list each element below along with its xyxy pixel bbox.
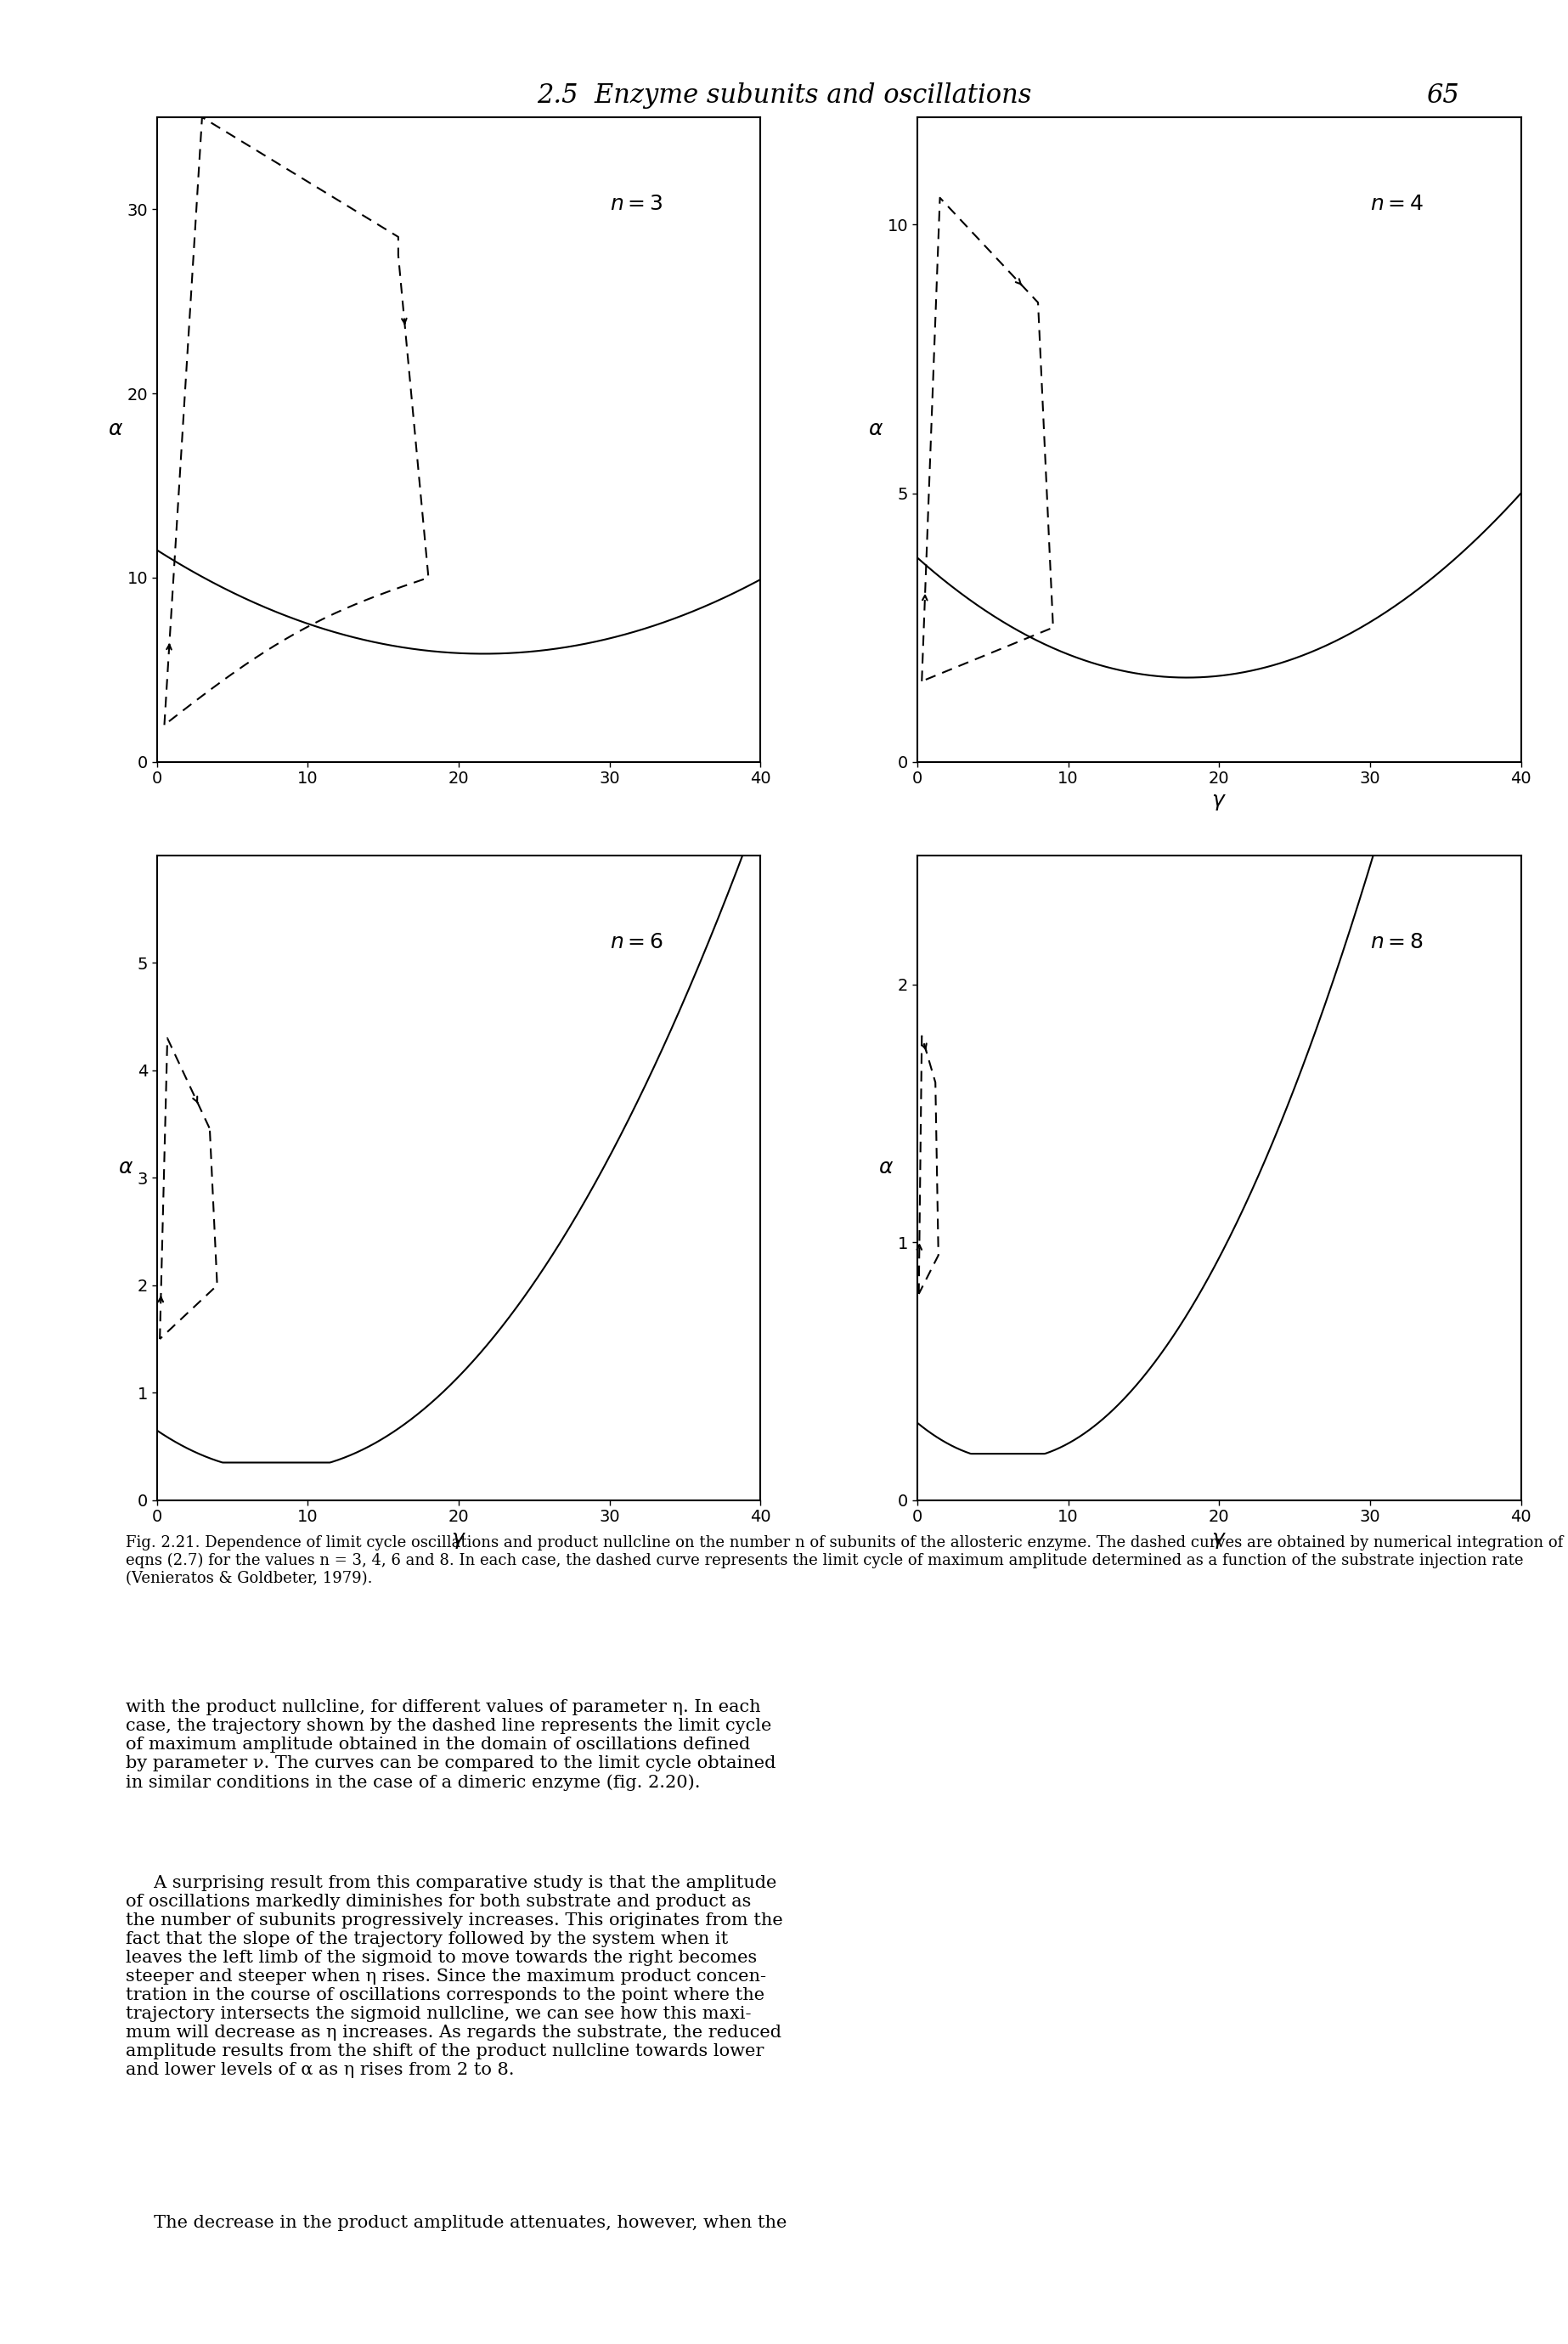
Y-axis label: $\alpha$: $\alpha$ — [869, 420, 883, 441]
Y-axis label: $\alpha$: $\alpha$ — [108, 420, 122, 441]
X-axis label: $\gamma$: $\gamma$ — [1212, 792, 1226, 811]
Y-axis label: $\alpha$: $\alpha$ — [878, 1158, 894, 1177]
Text: $n = 3$: $n = 3$ — [610, 195, 663, 213]
Text: A surprising result from this comparative study is that the amplitude
of oscilla: A surprising result from this comparativ… — [125, 1875, 782, 2079]
X-axis label: $\gamma$: $\gamma$ — [452, 1531, 466, 1549]
Y-axis label: $\alpha$: $\alpha$ — [118, 1158, 133, 1177]
Text: 2.5  Enzyme subunits and oscillations: 2.5 Enzyme subunits and oscillations — [536, 82, 1032, 108]
Text: with the product nullcline, for different values of parameter η. In each
case, t: with the product nullcline, for differen… — [125, 1699, 776, 1791]
Text: The decrease in the product amplitude attenuates, however, when the: The decrease in the product amplitude at… — [125, 2215, 787, 2231]
Text: $n = 6$: $n = 6$ — [610, 933, 663, 952]
X-axis label: $\gamma$: $\gamma$ — [1212, 1531, 1226, 1549]
Text: $n = 8$: $n = 8$ — [1370, 933, 1424, 952]
Text: $n = 4$: $n = 4$ — [1370, 195, 1424, 213]
Text: Fig. 2.21. Dependence of limit cycle oscillations and product nullcline on the n: Fig. 2.21. Dependence of limit cycle osc… — [125, 1535, 1563, 1587]
Text: 65: 65 — [1427, 82, 1458, 108]
